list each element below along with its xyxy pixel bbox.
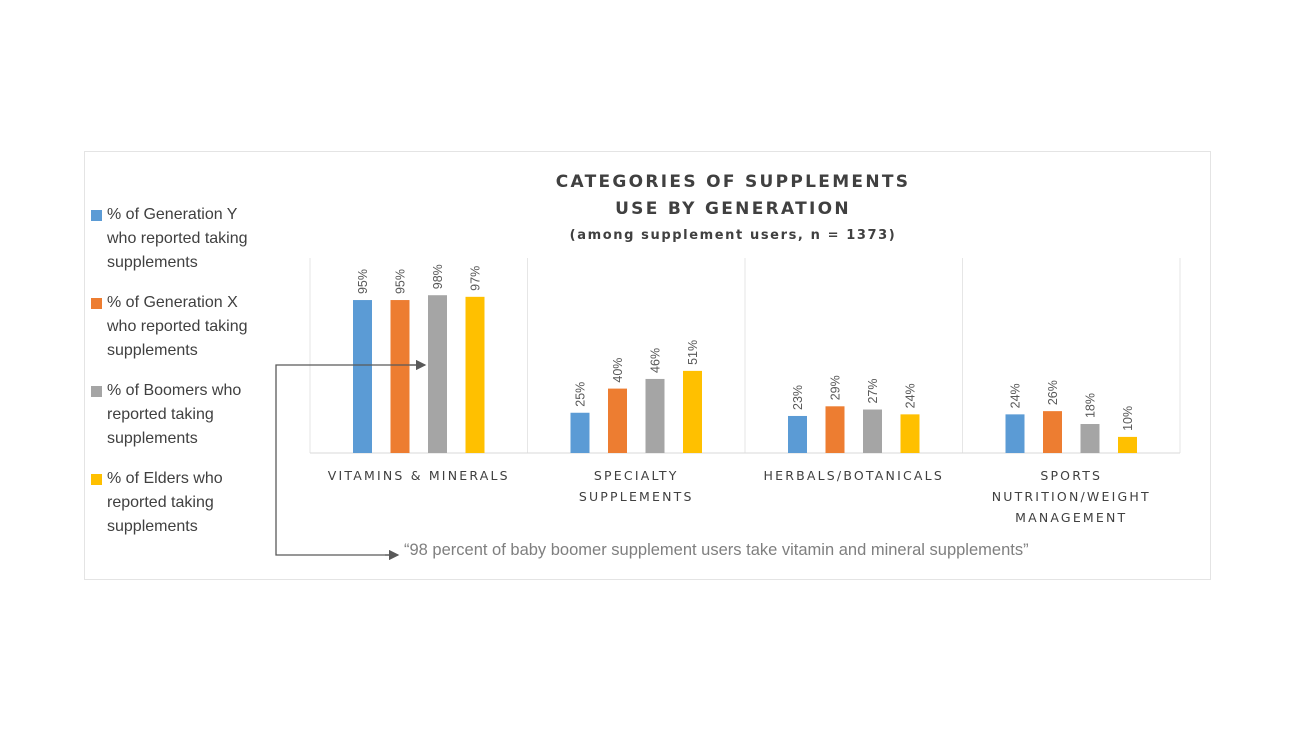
legend-label-line: reported taking: [107, 406, 214, 423]
legend-label-line: % of Boomers who: [107, 382, 242, 399]
data-label: 10%: [1121, 406, 1135, 431]
bar-of-generation-x-sports-nutrition-weight-management: [1043, 411, 1062, 453]
data-label: 51%: [686, 340, 700, 365]
bar-of-boomers-herbals-botanicals: [863, 409, 882, 453]
legend-label-line: who reported taking: [107, 230, 248, 247]
bar-of-generation-x-herbals-botanicals: [825, 406, 845, 453]
category-label: SPORTS: [1040, 468, 1102, 483]
legend-item-elders: % of Elders who reported taking suppleme…: [91, 467, 291, 539]
bar-of-generation-x-specialty-supplements: [608, 388, 627, 453]
bar-of-generation-y-specialty-supplements: [570, 412, 590, 453]
category-label: MANAGEMENT: [1015, 510, 1127, 525]
legend-label-line: % of Elders who: [107, 470, 223, 487]
legend-swatch-generation-y: [91, 210, 102, 221]
legend-item-boomers: % of Boomers who reported taking supplem…: [91, 379, 291, 451]
chart-panel: [84, 151, 1211, 580]
data-label: 23%: [791, 385, 805, 410]
category-label: SPECIALTY: [594, 468, 679, 483]
legend-swatch-elders: [91, 474, 102, 485]
bar-of-elders-herbals-botanicals: [900, 414, 920, 453]
data-label: 95%: [356, 269, 370, 294]
bar-of-boomers-sports-nutrition-weight-management: [1080, 424, 1100, 453]
category-label: SUPPLEMENTS: [579, 489, 694, 504]
data-label: 29%: [829, 375, 843, 400]
bar-of-generation-y-sports-nutrition-weight-management: [1005, 414, 1025, 453]
bar-of-generation-y-vitamins-minerals: [353, 300, 372, 453]
legend-label-line: supplements: [107, 518, 198, 535]
bar-of-elders-vitamins-minerals: [465, 296, 485, 453]
annotation-connector: [275, 364, 424, 556]
data-label: 18%: [1084, 393, 1098, 418]
data-label: 97%: [469, 266, 483, 291]
legend-swatch-generation-x: [91, 298, 102, 309]
bar-of-elders-specialty-supplements: [683, 370, 702, 453]
legend-item-generation-x: % of Generation X who reported taking su…: [91, 291, 291, 363]
bar-of-elders-sports-nutrition-weight-management: [1118, 436, 1137, 453]
category-label: VITAMINS & MINERALS: [328, 468, 510, 483]
legend-label-line: % of Generation Y: [107, 206, 238, 223]
legend-item-generation-y: % of Generation Y who reported taking su…: [91, 203, 291, 275]
category-label: HERBALS/BOTANICALS: [764, 468, 944, 483]
data-label: 26%: [1046, 380, 1060, 405]
data-label: 46%: [649, 348, 663, 373]
legend-swatch-boomers: [91, 386, 102, 397]
bar-of-boomers-vitamins-minerals: [428, 295, 447, 453]
bar-of-generation-x-vitamins-minerals: [390, 300, 410, 453]
legend-label-line: who reported taking: [107, 318, 248, 335]
legend-label-line: supplements: [107, 254, 198, 271]
data-label: 98%: [431, 264, 445, 289]
data-label: 27%: [866, 378, 880, 403]
bar-of-generation-y-herbals-botanicals: [788, 415, 807, 453]
legend-label-line: supplements: [107, 342, 198, 359]
category-label: NUTRITION/WEIGHT: [992, 489, 1151, 504]
annotation-quote: “98 percent of baby boomer supplement us…: [404, 541, 1029, 559]
data-label: 24%: [904, 383, 918, 408]
chart-title-line-2: USE BY GENERATION: [615, 199, 851, 219]
legend-label-line: reported taking: [107, 494, 214, 511]
bar-of-boomers-specialty-supplements: [645, 378, 665, 453]
data-label: 40%: [611, 358, 625, 383]
data-label: 24%: [1009, 383, 1023, 408]
data-label: 95%: [394, 269, 408, 294]
chart-subtitle: (among supplement users, n = 1373): [569, 228, 897, 243]
chart-title-line-1: CATEGORIES OF SUPPLEMENTS: [555, 172, 911, 192]
chart-legend: % of Generation Y who reported taking su…: [91, 203, 291, 555]
data-label: 25%: [574, 382, 588, 407]
legend-label-line: % of Generation X: [107, 294, 238, 311]
legend-label-line: supplements: [107, 430, 198, 447]
